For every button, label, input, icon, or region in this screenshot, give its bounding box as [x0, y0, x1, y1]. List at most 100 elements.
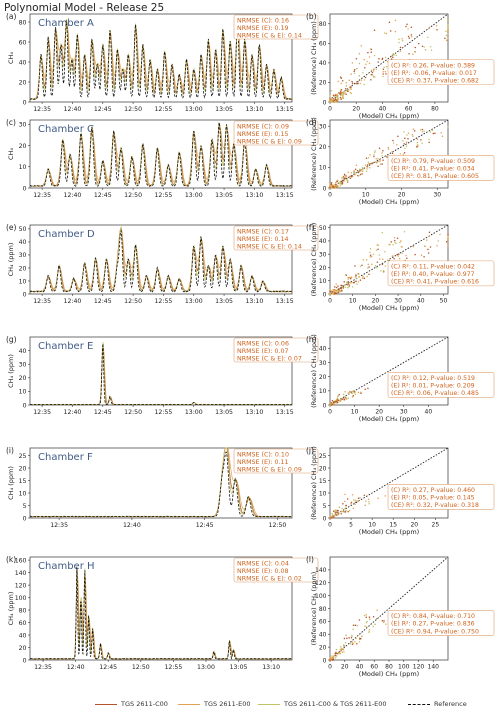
scatter-point	[441, 135, 444, 137]
scatter-point	[368, 618, 371, 620]
scatter-point	[359, 637, 362, 640]
nrmse-text: NRMSE (C & E): 0.09	[237, 138, 302, 145]
scatter-point	[360, 391, 362, 393]
scatter-point	[378, 254, 381, 256]
scatter-point	[398, 257, 401, 260]
x-tick-label: 12:55	[164, 664, 182, 671]
scatter-point	[436, 244, 438, 247]
scatter-point	[345, 274, 348, 277]
stats-text: (E) R²: 0.05, P-value: 0.145	[391, 495, 475, 502]
scatter-point	[358, 641, 361, 643]
scatter-point	[367, 263, 370, 266]
scatter-point	[376, 266, 378, 269]
scatter-point	[423, 245, 426, 247]
x-tick-label: 13:05	[215, 409, 233, 416]
scatter-point	[393, 258, 395, 260]
scatter-point	[356, 624, 359, 627]
scatter-point	[331, 512, 333, 515]
x-tick-label: 13:05	[215, 106, 233, 113]
scatter-point	[334, 98, 337, 101]
scatter-point	[364, 76, 367, 79]
scatter-point	[391, 55, 393, 57]
scatter-point	[368, 630, 370, 633]
scatter-point	[429, 246, 432, 248]
scatter-point	[370, 69, 373, 71]
scatter-point	[349, 175, 352, 177]
scatter-point	[428, 231, 431, 233]
scatter-point	[352, 171, 355, 174]
scatter-point	[363, 79, 366, 81]
scatter-point	[385, 623, 387, 625]
scatter-point	[347, 392, 350, 395]
scatter-point	[351, 174, 353, 177]
scatter-point	[373, 155, 375, 158]
scatter-point	[338, 393, 340, 396]
scatter-point	[354, 503, 356, 505]
scatter-point	[359, 173, 362, 176]
scatter-point	[403, 131, 405, 133]
scatter-point	[356, 170, 359, 172]
y-axis-label: CH₄	[7, 148, 15, 160]
scatter-point	[349, 277, 352, 280]
scatter-point	[366, 164, 369, 166]
scatter-point	[407, 35, 410, 38]
scatter-point	[370, 255, 373, 258]
scatter-point	[339, 648, 342, 651]
scatter-panel-j: 0 5 10 15 20 25 0 5 10 15 20 25 (j) (Model) CH₄ (ppm)…	[306, 446, 495, 536]
line-panel-i: 0 5 10 15 20 25 12:35 12:40 12:45 12:50 (i) CH₄ (pp…	[6, 446, 319, 529]
y-tick-label: 50	[19, 226, 27, 233]
scatter-point	[384, 251, 386, 253]
scatter-point	[381, 231, 384, 234]
series-reference-line	[29, 229, 292, 293]
nrmse-box	[233, 120, 319, 146]
scatter-point	[368, 503, 370, 505]
scatter-point	[331, 655, 333, 657]
stats-text: (C) R²: 0.26, P-value: 0.389	[391, 62, 475, 69]
scatter-point	[403, 151, 406, 154]
scatter-point	[342, 93, 344, 95]
scatter-point	[344, 390, 346, 393]
x-tick-label: 12:50	[132, 664, 150, 671]
scatter-point	[385, 65, 388, 68]
scatter-point	[353, 72, 356, 75]
y-tick-label: 60	[319, 41, 327, 48]
x-tick-label: 12:40	[123, 522, 141, 529]
scatter-point	[329, 288, 331, 291]
scatter-point	[361, 277, 364, 280]
scatter-point	[332, 186, 334, 188]
scatter-point	[339, 646, 342, 648]
stats-box	[387, 260, 495, 287]
legend: TGS 2611-C00 TGS 2611-E00 TGS 2611-C00 & T…	[0, 697, 500, 715]
nrmse-text: NRMSE (C): 0.17	[237, 229, 289, 236]
scatter-point	[416, 145, 418, 148]
scatter-point	[358, 74, 361, 77]
scatter-point	[404, 137, 406, 140]
panel-letter: (c)	[6, 118, 16, 127]
scatter-point	[354, 168, 357, 170]
scatter-point	[341, 182, 344, 185]
x-tick-label: 20	[410, 522, 418, 529]
scatter-point	[333, 96, 336, 98]
panel-letter: (l)	[306, 555, 314, 564]
scatter-point	[346, 90, 349, 92]
scatter-point	[392, 139, 394, 142]
stats-text: (CE) R²: 0.37, P-value: 0.682	[391, 77, 479, 84]
scatter-point	[392, 243, 394, 246]
y-tick-label: 80	[19, 607, 27, 614]
scatter-point	[372, 75, 374, 77]
scatter-point	[383, 621, 385, 624]
x-tick-label: 15	[389, 522, 397, 529]
panel-frame	[29, 119, 293, 189]
scatter-point	[437, 240, 440, 242]
scatter-point	[341, 507, 343, 510]
scatter-point	[366, 60, 368, 63]
scatter-point	[357, 281, 360, 283]
y-tick-label: 0	[23, 291, 27, 298]
x-tick-label: 12:50	[124, 106, 142, 113]
panel-frame	[329, 224, 449, 295]
x-tick-label: 12:50	[124, 298, 142, 305]
x-tick-label: 100	[398, 664, 410, 671]
scatter-point	[343, 398, 346, 401]
nrmse-text: NRMSE (E): 0.14	[237, 236, 289, 243]
